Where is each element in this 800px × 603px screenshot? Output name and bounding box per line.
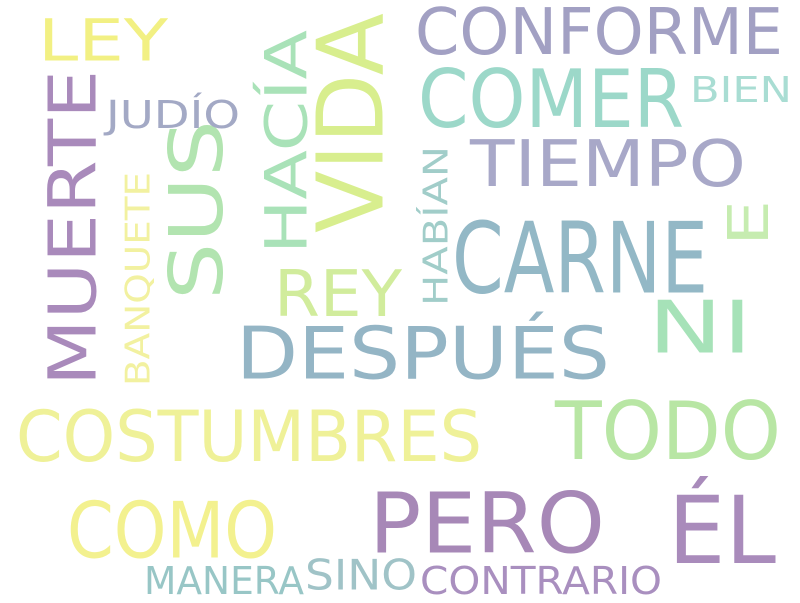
word-comer: COMER [418,52,684,147]
word-costumbres: COSTUMBRES [16,395,483,478]
word-habian: HABÍAN [415,145,456,306]
word-rey: REY [274,256,402,332]
word-sus: SUS [153,119,240,301]
word-ley: LEY [38,6,169,75]
word-sino: SINO [305,550,418,600]
word-manera: MANERA [144,558,304,603]
word-banquete: BANQUETE [117,171,158,386]
word-pero: PERO [369,474,605,573]
word-todo: TODO [555,384,782,479]
word-conforme: CONFORME [415,0,783,70]
word-judio: JUDÍO [106,92,241,138]
word-tiempo: TIEMPO [470,126,746,202]
word-el: ÉL [668,475,777,586]
word-muerte: MUERTE [34,69,112,387]
word-como: COMO [67,484,278,577]
word-bien: BIEN [690,68,792,111]
word-hacia: HACÍA [252,29,321,255]
word-e: E [715,199,782,246]
word-ni: NI [648,285,753,370]
word-despues: DESPUÉS [236,311,610,396]
word-carne: CARNE [452,201,708,316]
word-contrario: CONTRARIO [420,558,663,603]
